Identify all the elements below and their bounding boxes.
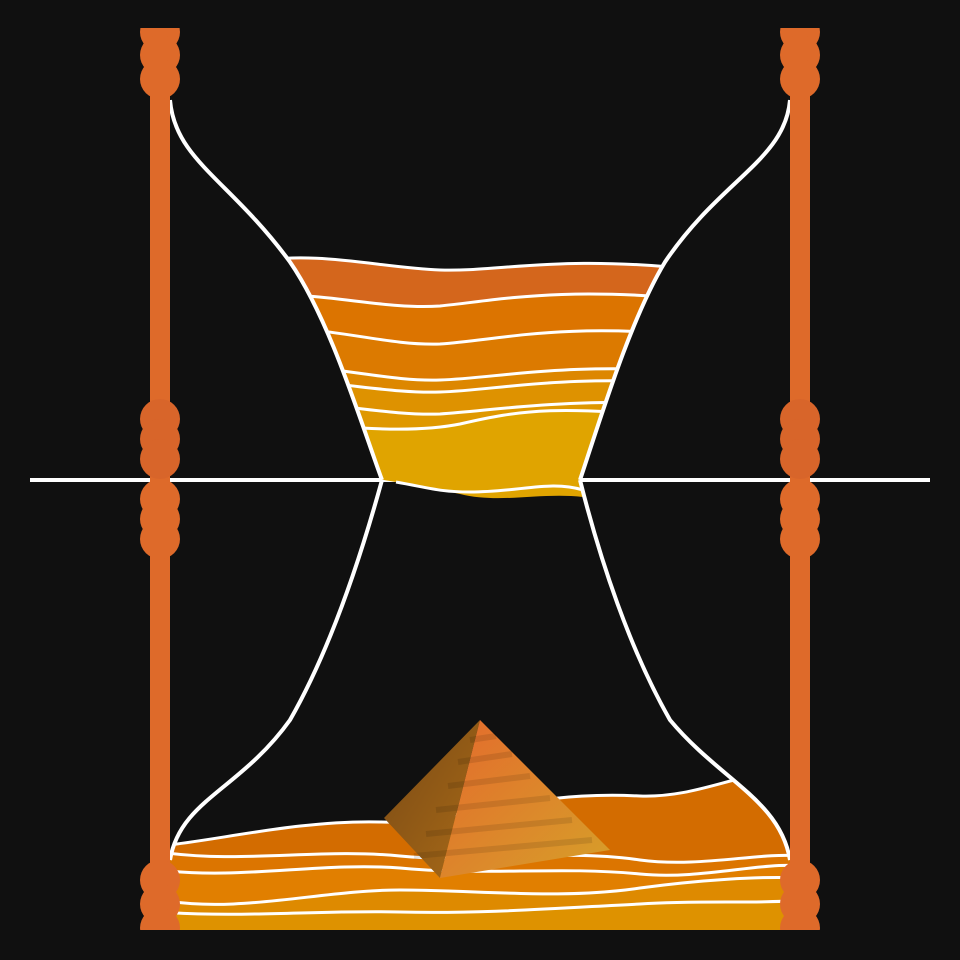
glass-bottom-left <box>168 479 384 861</box>
bottom-sand <box>170 768 790 930</box>
bottom-edge-mask <box>0 930 960 960</box>
glass-bottom-right <box>578 479 792 861</box>
neck-sand-line <box>395 480 584 494</box>
glass-top-left <box>168 99 384 481</box>
pyramid-left-face <box>384 720 480 878</box>
pyramid <box>384 720 610 878</box>
bottom-sand-layer-5 <box>170 900 790 930</box>
top-sand <box>249 256 701 480</box>
glass-top-right <box>578 99 792 481</box>
pyramid-steps <box>413 733 593 859</box>
glass-bulb <box>168 99 792 861</box>
top-edge-mask <box>0 0 960 28</box>
neck-sand <box>384 480 583 499</box>
pyramid-right-face <box>440 720 610 878</box>
